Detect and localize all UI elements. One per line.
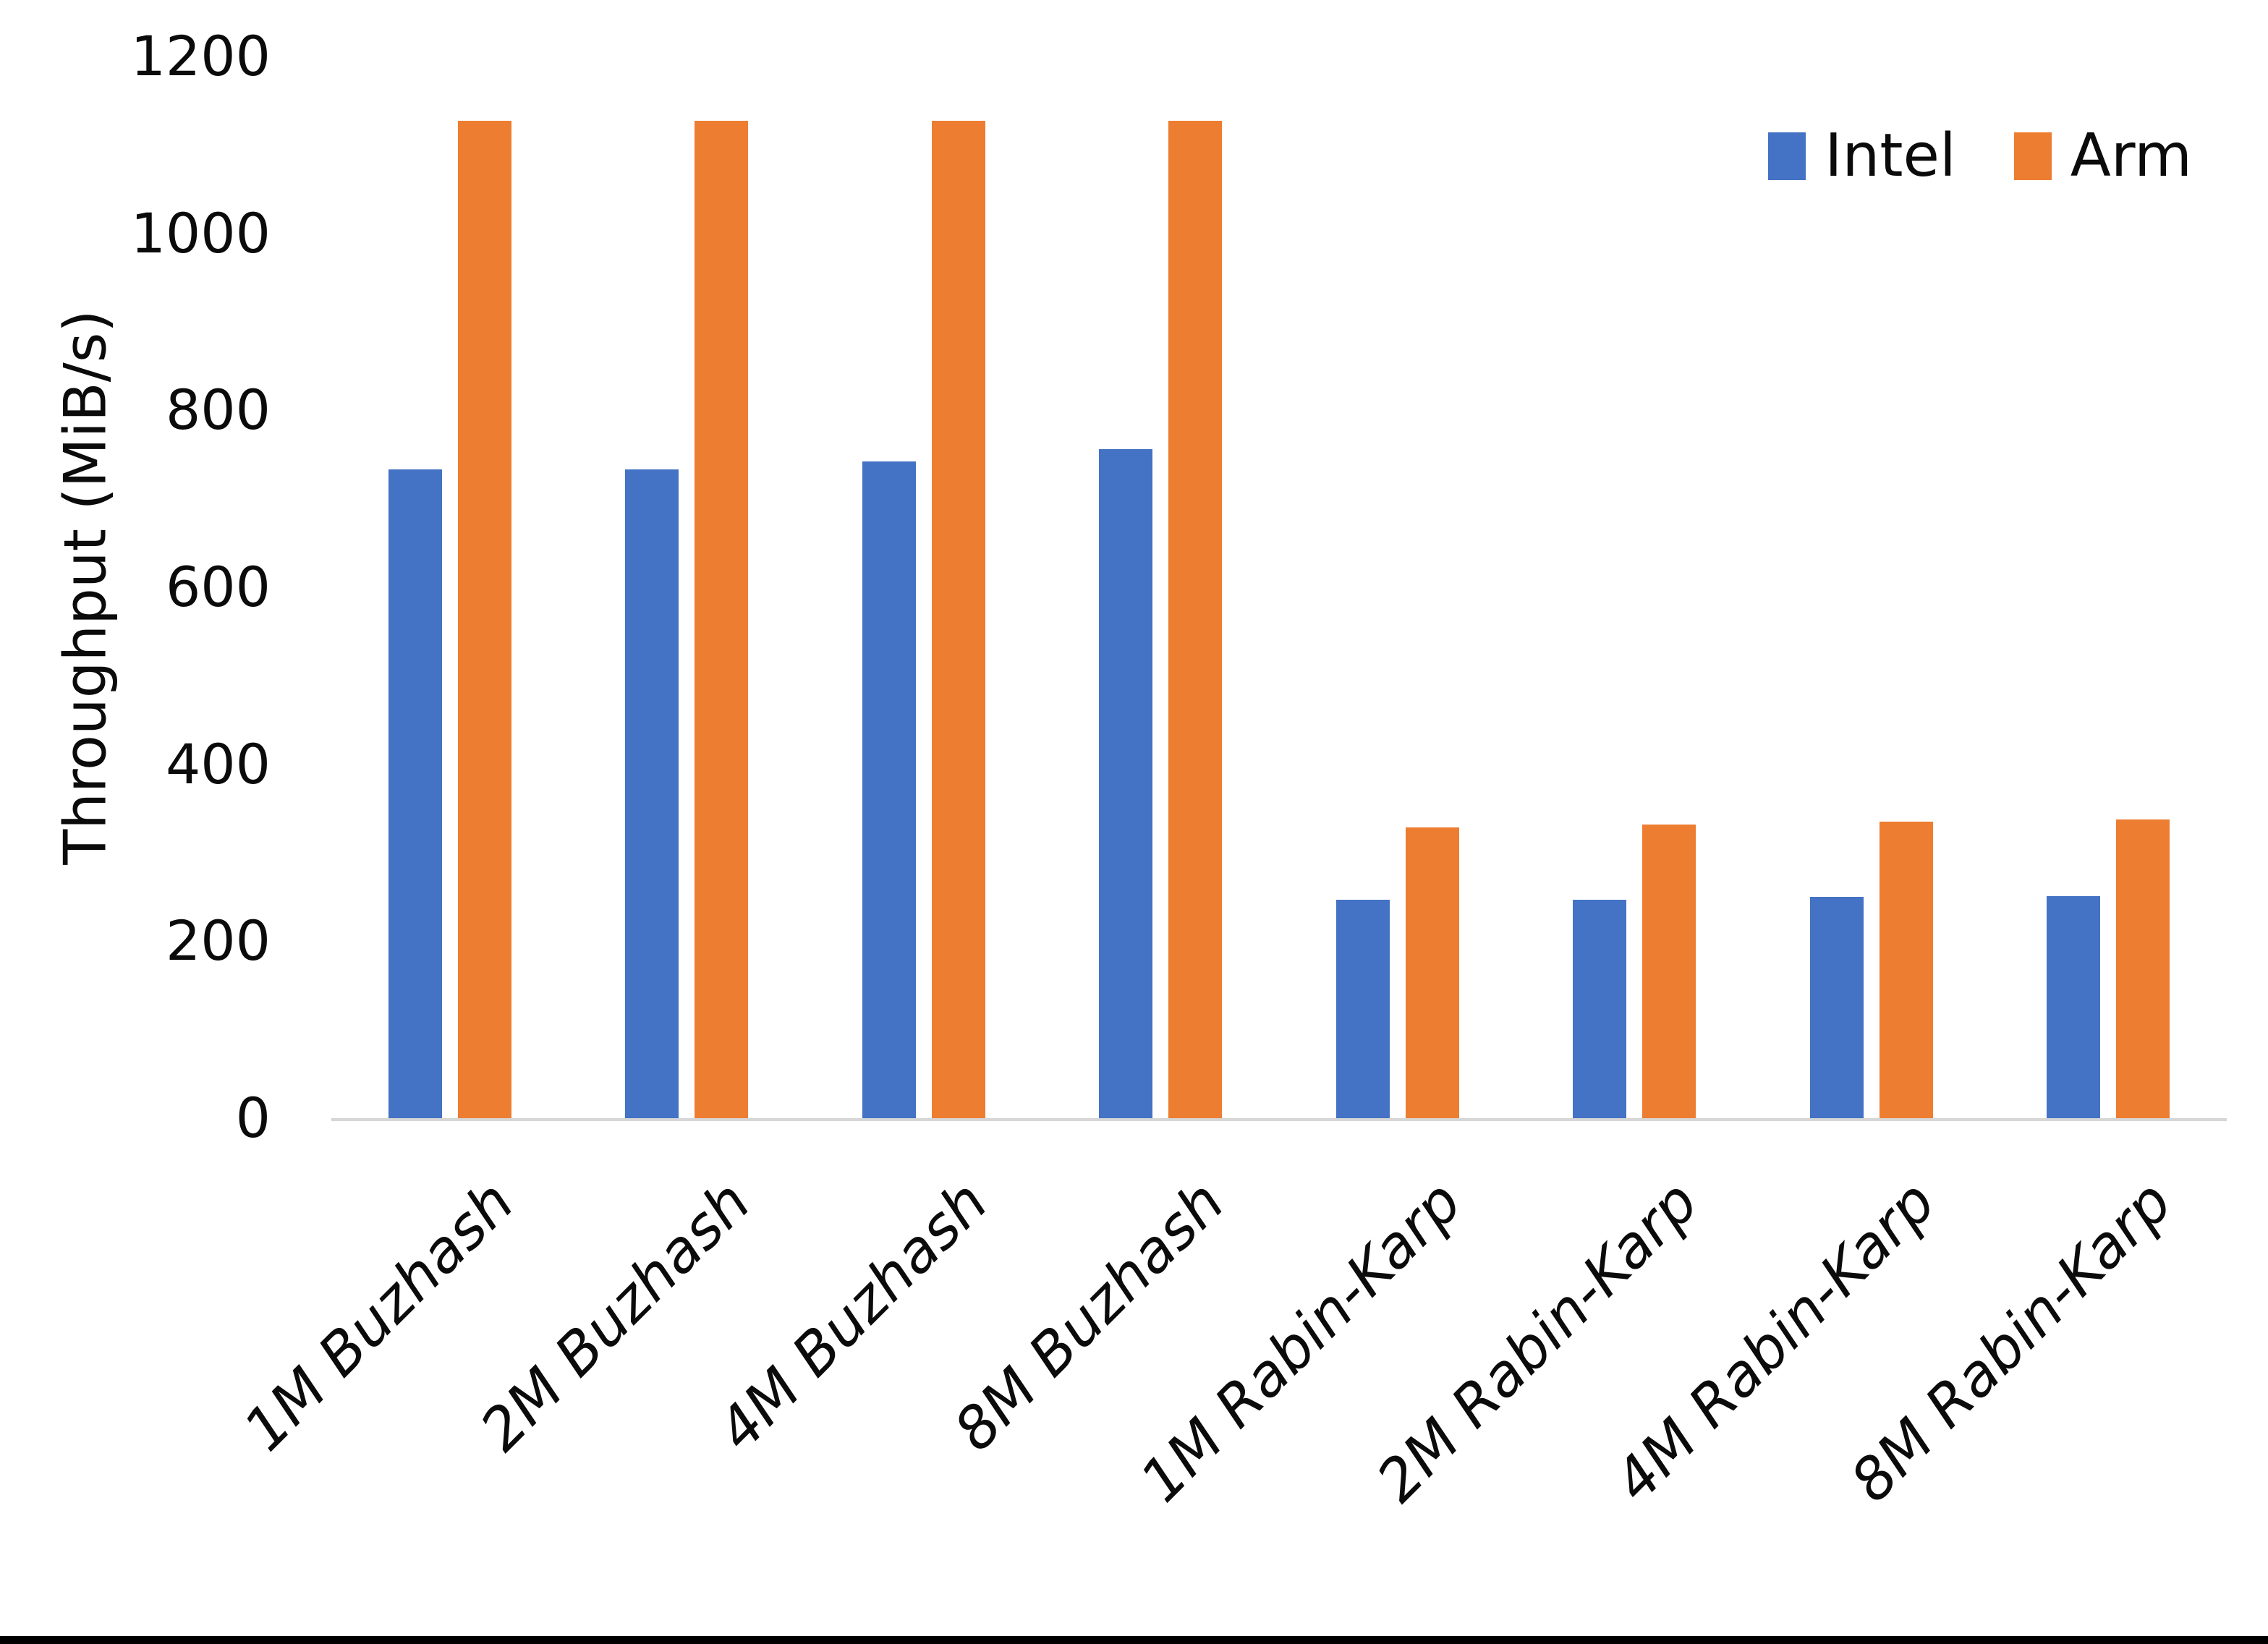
legend-item-arm: Arm — [2013, 122, 2192, 190]
legend-swatch-intel — [1768, 132, 1806, 180]
bar-arm-8m-rabin-karp — [2116, 819, 2170, 1118]
bar-intel-8m-buzhash — [1099, 449, 1153, 1118]
bar-group-1m-rabin-karp — [1279, 56, 1516, 1118]
y-tick-label-0: 0 — [235, 1086, 271, 1150]
bar-intel-4m-rabin-karp — [1809, 897, 1864, 1118]
bar-group-8m-buzhash — [1042, 56, 1280, 1118]
bar-arm-8m-buzhash — [1168, 121, 1223, 1118]
bar-intel-8m-rabin-karp — [2047, 895, 2101, 1118]
bar-arm-4m-rabin-karp — [1879, 822, 1933, 1118]
legend: Intel Arm — [1768, 127, 2192, 186]
bar-arm-4m-buzhash — [931, 121, 985, 1118]
y-tick-label-600: 600 — [165, 555, 271, 619]
y-tick-label-1000: 1000 — [130, 200, 271, 265]
bar-arm-2m-rabin-karp — [1642, 824, 1696, 1118]
bar-group-4m-buzhash — [805, 56, 1042, 1118]
bar-group-1m-buzhash — [331, 56, 569, 1118]
x-axis-line — [331, 1118, 2227, 1121]
bar-intel-2m-rabin-karp — [1573, 899, 1627, 1118]
legend-label-arm: Arm — [2070, 122, 2192, 190]
y-tick-label-800: 800 — [165, 378, 271, 443]
bar-group-2m-rabin-karp — [1516, 56, 1754, 1118]
bottom-border — [0, 1636, 2268, 1644]
bar-intel-1m-buzhash — [388, 469, 442, 1118]
bar-group-2m-buzhash — [569, 56, 806, 1118]
legend-swatch-arm — [2013, 132, 2052, 180]
bar-intel-1m-rabin-karp — [1335, 899, 1390, 1118]
bar-arm-2m-buzhash — [695, 121, 749, 1118]
legend-label-intel: Intel — [1825, 122, 1956, 190]
legend-item-intel: Intel — [1768, 127, 1956, 186]
plot-area — [331, 56, 2227, 1118]
y-tick-label-200: 200 — [165, 908, 271, 974]
bar-arm-1m-buzhash — [457, 121, 511, 1118]
bar-intel-4m-buzhash — [862, 461, 916, 1118]
bar-arm-1m-rabin-karp — [1405, 827, 1459, 1118]
bar-intel-2m-buzhash — [625, 469, 679, 1118]
y-tick-label-400: 400 — [165, 731, 271, 796]
bar-group-8m-rabin-karp — [1990, 56, 2227, 1118]
y-tick-label-1200: 1200 — [130, 24, 271, 88]
bar-group-4m-rabin-karp — [1753, 56, 1990, 1118]
